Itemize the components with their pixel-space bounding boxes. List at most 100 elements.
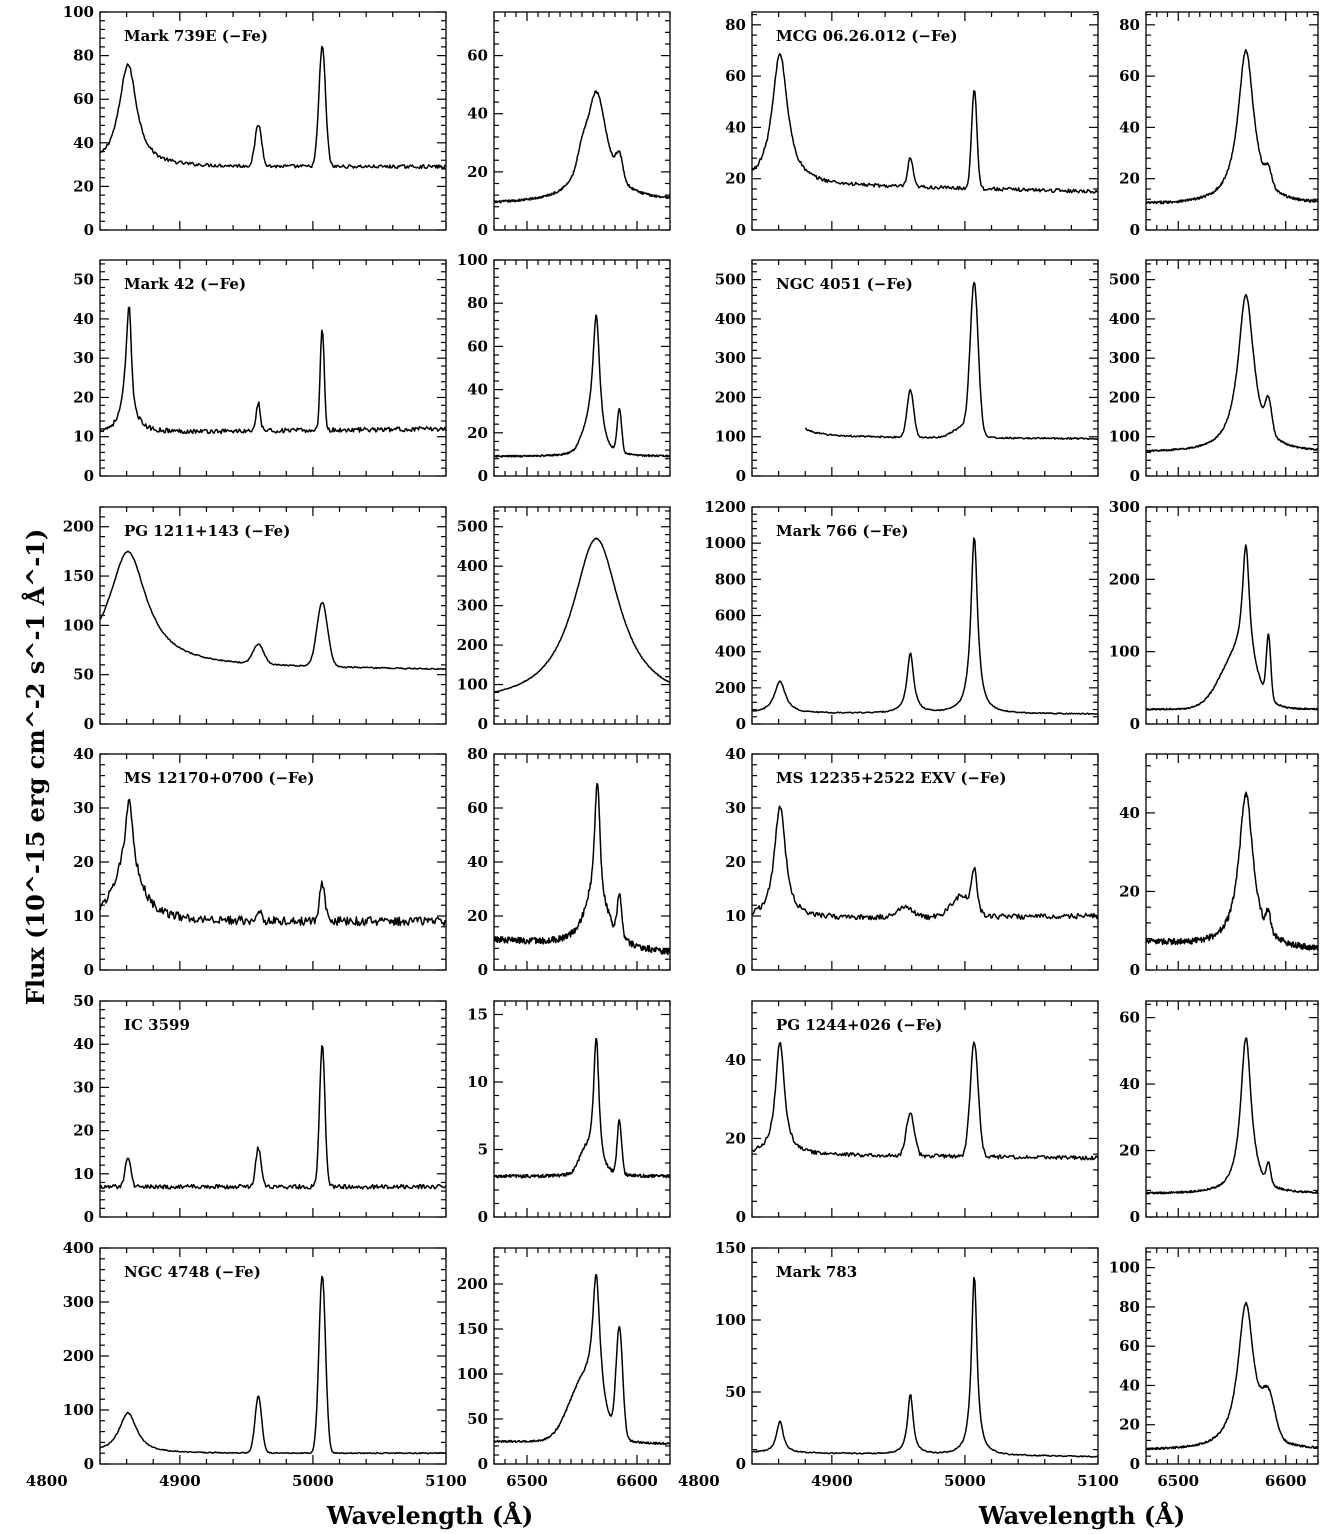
y-tick-label: 300 — [63, 1293, 94, 1311]
y-tick-label: 40 — [467, 853, 488, 871]
spectrum-panel: 0 50 100 150 200 6500 6600 — [457, 1247, 671, 1490]
spectrum-trace — [751, 805, 1099, 921]
y-tick-label: 30 — [73, 349, 94, 367]
y-tick-label: 0 — [84, 221, 94, 239]
y-tick-label: 20 — [73, 853, 94, 871]
y-tick-label: 10 — [467, 1073, 488, 1091]
y-tick-label: 100 — [1109, 428, 1140, 446]
x-tick-label: 6600 — [616, 1472, 658, 1490]
y-tick-label: 80 — [725, 16, 746, 34]
y-tick-label: 0 — [736, 715, 746, 733]
y-tick-label: 0 — [736, 961, 746, 979]
spectrum-panel: 0 20 40 60 80 100 6500 6600 — [1109, 1247, 1319, 1490]
y-tick-label: 800 — [715, 570, 746, 588]
object-label: Mark 766 (−Fe) — [776, 522, 909, 540]
spectrum-trace — [99, 550, 447, 671]
x-tick-label: 6600 — [1265, 1472, 1307, 1490]
y-tick-label: 500 — [715, 271, 746, 289]
y-tick-label: 300 — [715, 349, 746, 367]
spectrum-trace — [751, 1041, 1099, 1161]
object-label: MS 12170+0700 (−Fe) — [124, 769, 315, 787]
spectrum-panel: 0 200 400 600 800 1000 1200 Mark 766 (−Fe) — [704, 498, 1099, 733]
y-tick-label: 200 — [457, 636, 488, 654]
panel-frame — [493, 11, 671, 231]
spectrum-panel: 0 10 20 30 40 MS 12170+0700 (−Fe) — [73, 745, 447, 979]
y-tick-label: 50 — [725, 1383, 746, 1401]
panel-frame — [493, 1247, 671, 1465]
y-tick-label: 10 — [73, 907, 94, 925]
y-tick-label: 100 — [457, 1365, 488, 1383]
y-tick-label: 20 — [1119, 882, 1140, 900]
y-tick-label: 0 — [84, 715, 94, 733]
y-tick-label: 200 — [1109, 570, 1140, 588]
y-tick-label: 20 — [467, 163, 488, 181]
object-label: MS 12235+2522 EXV (−Fe) — [776, 769, 1006, 787]
spectrum-panel: 0 10 20 30 40 MS 12235+2522 EXV (−Fe) — [725, 745, 1099, 979]
object-label: PG 1244+026 (−Fe) — [776, 1016, 942, 1034]
y-tick-label: 15 — [467, 1006, 488, 1024]
y-tick-label: 100 — [715, 428, 746, 446]
spectrum-trace — [99, 45, 447, 170]
y-tick-label: 150 — [63, 567, 94, 585]
y-tick-label: 0 — [736, 467, 746, 485]
panel-frame — [1145, 259, 1319, 477]
y-tick-label: 100 — [457, 251, 488, 269]
y-tick-label: 0 — [736, 1455, 746, 1473]
y-tick-label: 0 — [478, 1455, 488, 1473]
y-tick-label: 20 — [73, 177, 94, 195]
spectrum-panel: 0 10 20 30 40 50 IC 3599 — [73, 992, 447, 1226]
spectrum-trace — [493, 90, 671, 204]
y-tick-label: 100 — [1109, 1259, 1140, 1277]
y-tick-label: 20 — [73, 1122, 94, 1140]
spectrum-trace — [493, 1273, 671, 1446]
y-tick-label: 40 — [725, 118, 746, 136]
spectrum-trace — [804, 281, 1099, 441]
spectrum-trace — [493, 782, 671, 956]
spectrum-panel: 0 100 200 300 400 500 — [1109, 259, 1319, 485]
panel-frame — [1145, 11, 1319, 231]
y-tick-label: 40 — [1119, 1075, 1140, 1093]
y-tick-label: 300 — [457, 597, 488, 615]
y-tick-label: 30 — [73, 799, 94, 817]
spectrum-panel: 0 100 200 300 400 4800 4900 5000 5100 NGC 4748 (−… — [26, 1239, 467, 1490]
object-label: MCG 06.26.012 (−Fe) — [776, 27, 957, 45]
y-tick-label: 40 — [73, 134, 94, 152]
y-tick-label: 100 — [63, 3, 94, 21]
y-tick-label: 80 — [1119, 16, 1140, 34]
spectrum-panel: 0 50 100 150 4800 4900 5000 5100 Mark 783 — [678, 1239, 1119, 1490]
y-tick-label: 0 — [478, 715, 488, 733]
y-tick-label: 1000 — [704, 534, 746, 552]
y-tick-label: 0 — [1130, 221, 1140, 239]
panel-frame — [751, 259, 1099, 477]
y-tick-label: 0 — [1130, 1208, 1140, 1226]
spectrum-panel: 0 20 40 60 80 100 — [457, 251, 671, 485]
y-tick-label: 20 — [725, 170, 746, 188]
y-tick-label: 0 — [736, 1208, 746, 1226]
spectrum-panel: 0 100 200 300 400 500 NGC 4051 (−Fe) — [715, 259, 1099, 485]
y-tick-label: 50 — [73, 271, 94, 289]
y-tick-label: 100 — [63, 616, 94, 634]
panel-frame — [1145, 1247, 1319, 1465]
spectrum-panel: 0 50 100 150 200 PG 1211+143 (−Fe) — [63, 506, 447, 733]
y-tick-label: 10 — [725, 907, 746, 925]
spectrum-trace — [493, 314, 671, 458]
y-tick-label: 200 — [63, 518, 94, 536]
y-tick-label: 500 — [1109, 271, 1140, 289]
y-tick-label: 60 — [467, 337, 488, 355]
spectrum-panel: 0 20 40 PG 1244+026 (−Fe) — [725, 1000, 1099, 1226]
y-tick-label: 400 — [715, 643, 746, 661]
spectrum-panel: 0 100 200 300 400 500 — [457, 506, 671, 733]
y-tick-label: 10 — [73, 1165, 94, 1183]
y-tick-label: 50 — [73, 992, 94, 1010]
y-tick-label: 200 — [715, 679, 746, 697]
panel-frame — [751, 1000, 1099, 1218]
spectrum-trace — [99, 798, 447, 927]
y-tick-label: 60 — [725, 67, 746, 85]
y-tick-label: 40 — [1119, 118, 1140, 136]
panel-frame — [1145, 1000, 1319, 1218]
x-tick-label: 5000 — [292, 1472, 334, 1490]
spectrum-trace — [751, 53, 1099, 194]
y-tick-label: 0 — [478, 467, 488, 485]
spectrum-panel: 0 100 200 300 — [1109, 498, 1319, 733]
y-tick-label: 80 — [467, 294, 488, 312]
